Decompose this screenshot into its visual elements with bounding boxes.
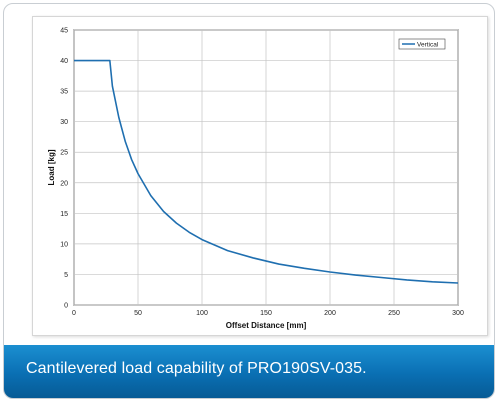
x-tick-label: 50 bbox=[134, 310, 142, 317]
load-chart: 0 50 100 150 200 250 300 0 5 10 15 20 25 30 35 40 45 Ver… bbox=[47, 28, 464, 331]
x-tick-label: 0 bbox=[72, 310, 76, 317]
x-tick-label: 200 bbox=[324, 310, 336, 317]
grid-lines bbox=[73, 29, 459, 306]
y-tick-label: 15 bbox=[60, 211, 68, 218]
x-tick-label: 300 bbox=[452, 310, 464, 317]
series-line-vertical bbox=[74, 59, 459, 284]
y-tick-label: 35 bbox=[60, 89, 68, 96]
y-tick-label: 0 bbox=[64, 303, 68, 310]
y-tick-label: 25 bbox=[60, 150, 68, 157]
legend-box bbox=[398, 38, 446, 50]
legend-label-vertical: Vertical bbox=[417, 42, 439, 49]
y-tick-label: 40 bbox=[60, 58, 68, 65]
legend: Vertical bbox=[398, 38, 446, 50]
figure-caption: Cantilevered load capability of PRO190SV… bbox=[26, 360, 367, 377]
x-tick-label: 100 bbox=[196, 310, 208, 317]
y-axis-label: Load [kg] bbox=[47, 149, 56, 185]
y-tick-label: 30 bbox=[60, 119, 68, 126]
x-axis-label: Offset Distance [mm] bbox=[226, 321, 307, 330]
y-tick-label: 5 bbox=[64, 272, 68, 279]
x-tick-label: 150 bbox=[260, 310, 272, 317]
y-tick-label: 45 bbox=[60, 28, 68, 35]
caption-bar: Cantilevered load capability of PRO190SV… bbox=[4, 345, 494, 398]
tick-labels: 0 50 100 150 200 250 300 0 5 10 15 20 25 30 35 40 45 bbox=[60, 28, 464, 318]
figure-frame: 0 50 100 150 200 250 300 0 5 10 15 20 25 30 35 40 45 Ver… bbox=[3, 3, 495, 399]
y-tick-label: 10 bbox=[60, 241, 68, 248]
y-tick-label: 20 bbox=[60, 180, 68, 187]
x-tick-label: 250 bbox=[388, 310, 400, 317]
chart-panel: 0 50 100 150 200 250 300 0 5 10 15 20 25 30 35 40 45 Ver… bbox=[32, 16, 488, 336]
